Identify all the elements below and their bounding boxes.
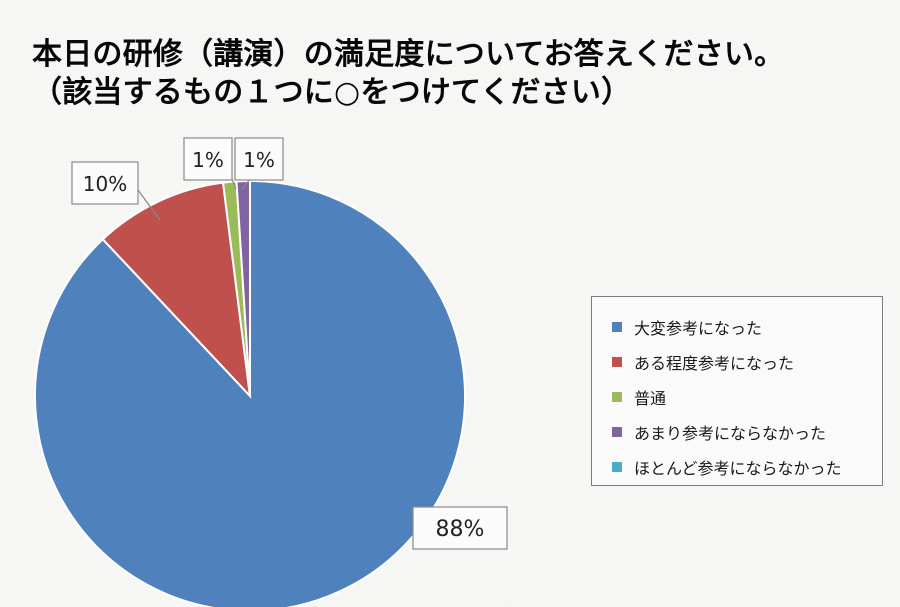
legend-swatch-not-very-helpful <box>612 426 622 437</box>
data-label-somewhat-helpful: 10% <box>83 172 127 196</box>
title-line-2: （該当するもの１つに○をつけてください） <box>32 75 632 110</box>
data-label-leader-not-very-helpful <box>241 179 250 191</box>
data-label-leader-neutral <box>231 178 237 190</box>
data-label-leader-somewhat-helpful <box>137 189 161 221</box>
legend-item-somewhat-helpful: ある程度参考になった <box>592 344 882 379</box>
data-label-box-somewhat-helpful <box>71 161 139 205</box>
legend-label-barely-helpful: ほとんど参考にならなかった <box>634 458 842 478</box>
data-label-very-helpful: 88% <box>436 517 485 542</box>
legend-label-somewhat-helpful: ある程度参考になった <box>634 353 795 373</box>
chart-legend: 大変参考になった ある程度参考になった 普通 あまり参考にならなかった ほとんど… <box>591 296 883 486</box>
page-title: 本日の研修（講演）の満足度についてお答えください。 （該当するもの１つに○をつけ… <box>32 36 872 112</box>
legend-swatch-neutral <box>612 391 622 402</box>
legend-item-not-very-helpful: あまり参考にならなかった <box>592 414 882 449</box>
legend-item-barely-helpful: ほとんど参考にならなかった <box>592 449 882 484</box>
data-label-box-neutral <box>183 137 233 181</box>
legend-swatch-very-helpful <box>612 321 622 332</box>
data-label-not-very-helpful: 1% <box>243 148 275 172</box>
title-line-1: 本日の研修（講演）の満足度についてお答えください。 <box>32 37 785 72</box>
pie-slice-not-very-helpful <box>235 179 251 397</box>
legend-label-very-helpful: 大変参考になった <box>634 318 763 338</box>
legend-item-neutral: 普通 <box>592 379 882 414</box>
legend-label-neutral: 普通 <box>634 388 667 408</box>
legend-item-very-helpful: 大変参考になった <box>592 309 882 344</box>
data-label-box-not-very-helpful <box>234 137 284 181</box>
legend-swatch-somewhat-helpful <box>612 356 622 367</box>
legend-swatch-barely-helpful <box>612 461 622 472</box>
data-label-box-very-helpful <box>412 506 508 550</box>
legend-label-not-very-helpful: あまり参考にならなかった <box>634 423 827 443</box>
data-label-neutral: 1% <box>192 148 224 172</box>
pie-slice-somewhat-helpful <box>101 181 252 399</box>
